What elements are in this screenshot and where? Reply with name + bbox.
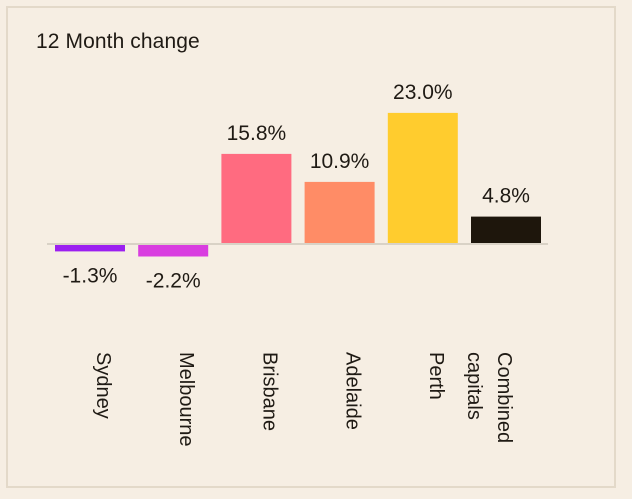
data-label-melbourne: -2.2% <box>146 270 201 293</box>
category-label-melbourne: Melbourne <box>175 352 197 447</box>
bar-sydney <box>55 244 125 252</box>
chart-title: 12 Month change <box>36 30 200 53</box>
bar-perth <box>387 112 458 245</box>
category-label-combined-capitals: Combinedcapitals <box>463 352 515 443</box>
category-label-perth: Perth <box>425 352 447 400</box>
category-label-sydney: Sydney <box>92 352 114 419</box>
data-label-brisbane: 15.8% <box>227 122 287 145</box>
data-label-adelaide: 10.9% <box>310 150 370 173</box>
bar-brisbane <box>221 153 292 244</box>
bar-melbourne <box>138 244 209 257</box>
data-label-perth: 23.0% <box>393 81 453 104</box>
data-label-sydney: -1.3% <box>63 264 118 287</box>
category-label-adelaide: Adelaide <box>342 352 364 430</box>
data-label-combined-capitals: 4.8% <box>482 185 530 208</box>
bar-adelaide <box>304 181 375 244</box>
bar-combined-capitals <box>471 216 541 244</box>
category-label-brisbane: Brisbane <box>258 352 280 431</box>
